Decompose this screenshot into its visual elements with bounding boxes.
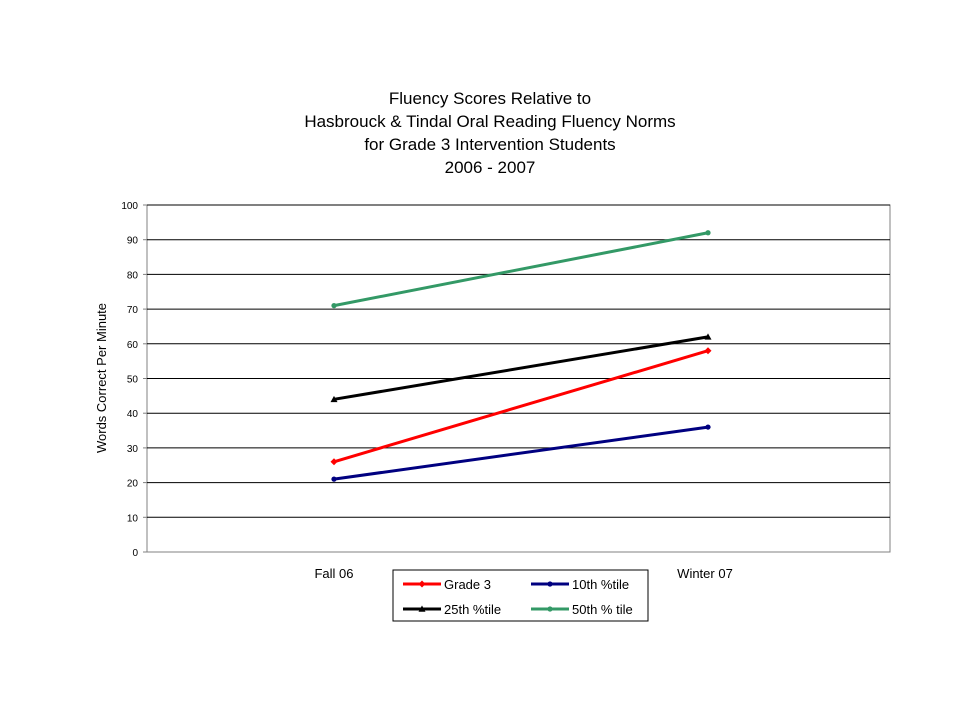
legend-marker: [418, 580, 426, 588]
y-tick-label: 90: [127, 236, 139, 247]
y-tick-label: 80: [127, 270, 139, 281]
y-tick-label: 60: [127, 340, 139, 351]
y-tick-label: 70: [127, 305, 139, 316]
data-point: [705, 230, 711, 236]
series-line: [333, 335, 709, 401]
y-tick-label: 100: [121, 201, 138, 212]
x-axis-ticks: Fall 06 Winter 07: [314, 566, 732, 581]
series-line: [333, 231, 709, 308]
data-point: [704, 333, 712, 340]
gridlines: [147, 204, 890, 518]
chart-title-line: Hasbrouck & Tindal Oral Reading Fluency …: [304, 112, 675, 131]
data-series: [330, 230, 712, 482]
legend-label: 50th % tile: [572, 602, 633, 617]
y-tick-label: 30: [127, 444, 139, 455]
chart-title-line: for Grade 3 Intervention Students: [364, 135, 615, 154]
y-tick-label: 20: [127, 479, 139, 490]
y-tick-label: 10: [127, 513, 139, 524]
y-axis-label: Words Correct Per Minute: [94, 303, 109, 453]
chart-title: Fluency Scores Relative to Hasbrouck & Ti…: [304, 89, 675, 177]
legend: Grade 3 10th %tile 25th %tile 50th % tile: [392, 569, 649, 622]
y-axis-ticks: 0 10 20 30 40 50 60 70 80 90 100: [121, 201, 147, 559]
chart-title-line: 2006 - 2007: [445, 158, 536, 177]
legend-label: Grade 3: [444, 577, 491, 592]
data-point: [704, 347, 712, 355]
series-line: [333, 425, 709, 481]
data-point: [705, 424, 711, 430]
legend-label: 25th %tile: [444, 602, 501, 617]
legend-marker: [547, 606, 553, 612]
x-tick-label: Fall 06: [314, 566, 353, 581]
legend-marker: [547, 581, 553, 587]
y-tick-label: 50: [127, 375, 139, 386]
y-tick-label: 40: [127, 409, 139, 420]
data-point: [330, 395, 338, 403]
legend-marker: [418, 605, 426, 612]
data-point: [331, 476, 337, 482]
legend-box: [392, 569, 649, 622]
x-tick-label: Winter 07: [677, 566, 733, 581]
chart-title-line: Fluency Scores Relative to: [389, 89, 591, 108]
data-point: [331, 303, 337, 309]
data-point: [330, 458, 338, 466]
y-tick-label: 0: [132, 548, 138, 559]
series-line: [333, 349, 709, 464]
legend-label: 10th %tile: [572, 577, 629, 592]
